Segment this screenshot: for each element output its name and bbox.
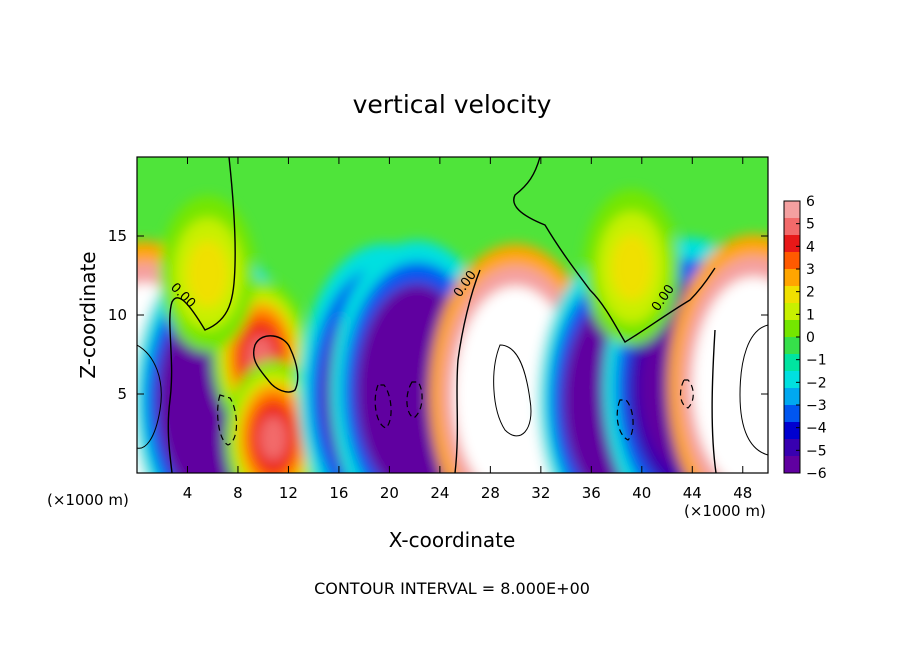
chart-title: vertical velocity bbox=[353, 90, 552, 119]
field-region-4 bbox=[225, 360, 322, 473]
contour-positive-right bbox=[739, 324, 768, 456]
region-7-level-6 bbox=[490, 350, 541, 438]
colorbar-tick-label: −5 bbox=[806, 443, 827, 459]
colorbar-swatch bbox=[784, 422, 800, 440]
colorbar-swatch bbox=[784, 405, 800, 423]
zero-contour-left bbox=[167, 157, 236, 473]
y-tick-label: 10 bbox=[108, 306, 127, 324]
x-tick-label: 40 bbox=[632, 484, 651, 502]
contour-positive-left bbox=[137, 344, 162, 449]
x-tick-label: 8 bbox=[233, 484, 243, 502]
contour-positive-center bbox=[493, 344, 532, 437]
x-tick-label: 4 bbox=[183, 484, 193, 502]
zero-contour-center bbox=[513, 157, 716, 343]
x-tick-label: 44 bbox=[683, 484, 702, 502]
y-axis-ticks: 5 10 15 bbox=[108, 227, 768, 403]
colorbar-tick-label: −3 bbox=[806, 398, 827, 414]
dashed-contour-1 bbox=[217, 394, 238, 446]
y-tick-label: 5 bbox=[117, 385, 127, 403]
field-region-11 bbox=[583, 189, 680, 346]
region-11-level-6 bbox=[617, 245, 646, 291]
x-tick-label: 48 bbox=[733, 484, 752, 502]
contour-interval-note: CONTOUR INTERVAL = 8.000E+00 bbox=[314, 579, 590, 598]
colorbar-swatch bbox=[784, 252, 800, 270]
colorbar-tick-label: −2 bbox=[806, 375, 827, 391]
colorbar-swatch bbox=[784, 269, 800, 287]
colorbar: 6 5 4 3 2 1 0 −1 −2 −3 −4 −5 −6 bbox=[783, 194, 827, 482]
colorbar-swatch bbox=[784, 354, 800, 372]
x-unit-label-right: (×1000 m) bbox=[684, 502, 766, 520]
colorbar-tick-label: 5 bbox=[806, 217, 815, 233]
y-tick-label: 15 bbox=[108, 227, 127, 245]
dashed-contour-4 bbox=[616, 399, 634, 441]
field-region-12 bbox=[159, 195, 256, 352]
region-12-level-6 bbox=[193, 251, 222, 297]
x-tick-label: 16 bbox=[329, 484, 348, 502]
colorbar-swatch bbox=[784, 371, 800, 389]
x-tick-label: 36 bbox=[582, 484, 601, 502]
x-tick-label: 32 bbox=[531, 484, 550, 502]
velocity-field bbox=[137, 189, 768, 473]
x-unit-label-left: (×1000 m) bbox=[47, 491, 129, 509]
region-4-level-6 bbox=[259, 415, 288, 461]
colorbar-tick-label: 6 bbox=[806, 194, 815, 210]
colorbar-swatch bbox=[784, 218, 800, 236]
dashed-contour-3 bbox=[406, 381, 423, 419]
x-axis-label: X-coordinate bbox=[389, 528, 516, 552]
colorbar-swatch bbox=[784, 456, 800, 474]
x-axis-ticks: 4 8 12 16 20 24 28 32 36 40 44 48 bbox=[183, 157, 752, 502]
colorbar-swatch bbox=[784, 303, 800, 321]
colorbar-swatch bbox=[784, 286, 800, 304]
colorbar-swatch bbox=[784, 201, 800, 219]
colorbar-tick-label: 3 bbox=[806, 262, 815, 278]
colorbar-tick-label: 4 bbox=[806, 239, 815, 255]
colorbar-tick-label: 1 bbox=[806, 307, 815, 323]
y-axis-label: Z-coordinate bbox=[76, 251, 100, 378]
colorbar-swatch bbox=[784, 388, 800, 406]
colorbar-tick-label: 0 bbox=[806, 330, 815, 346]
colorbar-tick-label: −6 bbox=[806, 466, 827, 482]
colorbar-swatch bbox=[784, 320, 800, 338]
negative-contours bbox=[217, 379, 694, 446]
field-region-10 bbox=[667, 234, 768, 473]
x-tick-label: 12 bbox=[279, 484, 298, 502]
colorbar-tick-label: −1 bbox=[806, 353, 827, 369]
colorbar-swatch bbox=[784, 439, 800, 457]
zero-contour-mid bbox=[454, 269, 481, 473]
zero-contour-right bbox=[711, 329, 717, 473]
x-tick-label: 20 bbox=[380, 484, 399, 502]
region-6-level-6 bbox=[392, 347, 443, 435]
colorbar-tick-label: 2 bbox=[806, 285, 815, 301]
x-tick-label: 28 bbox=[481, 484, 500, 502]
colorbar-swatch bbox=[784, 337, 800, 355]
dashed-contour-2 bbox=[374, 384, 392, 429]
dashed-contour-5 bbox=[679, 379, 694, 409]
colorbar-tick-label: −4 bbox=[806, 421, 827, 437]
x-tick-label: 24 bbox=[430, 484, 449, 502]
plot-area: 0.00 0.00 0.00 bbox=[137, 157, 768, 473]
zero-contour-loop bbox=[253, 335, 299, 393]
colorbar-swatch bbox=[784, 235, 800, 253]
region-10-level-6 bbox=[729, 341, 768, 428]
contour-lines bbox=[137, 157, 768, 473]
